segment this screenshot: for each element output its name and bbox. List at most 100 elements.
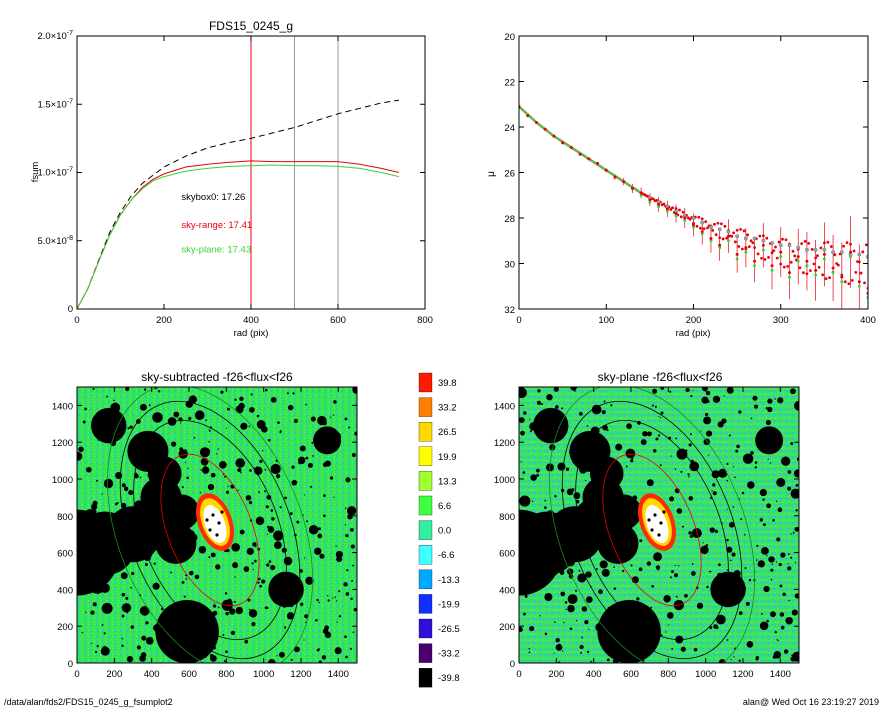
mask-small-27	[765, 419, 771, 426]
mask-small-349	[579, 644, 584, 650]
mu-trend-point-107	[704, 220, 708, 224]
mask-small-227	[703, 416, 712, 425]
mask-small-410	[580, 651, 583, 654]
mu-ytick-label-0: 20	[504, 32, 515, 43]
mask-small-221	[351, 580, 354, 582]
mask-small-359	[302, 514, 304, 516]
mask-small-101	[530, 586, 534, 590]
mu-skyrange-point-9	[596, 161, 600, 165]
mu-trend-point-142	[765, 236, 769, 240]
mask-small-115	[101, 602, 113, 614]
mask-small-83	[732, 506, 735, 508]
mask-small-379	[641, 654, 645, 658]
mask-small-36	[794, 593, 799, 599]
mu-trend-point-169	[812, 262, 816, 266]
mask-small-1	[290, 658, 293, 661]
img-ytick-label-5: 1000	[494, 475, 515, 486]
mu-trend-point-140	[761, 234, 765, 238]
mask-small-206	[283, 626, 287, 629]
fsum-xtick-label-0: 0	[74, 315, 79, 326]
mask-small-213	[591, 404, 602, 415]
mask-small-266	[728, 521, 735, 528]
mask-small-125	[583, 532, 586, 534]
mask-small-391	[590, 426, 600, 436]
mask-small-141	[769, 462, 772, 464]
mask-small-419	[774, 631, 777, 634]
mask-small-301	[594, 492, 601, 498]
mask-small-172	[133, 500, 145, 512]
mu-skyrange-point-32	[796, 255, 800, 259]
mask-small-353	[319, 553, 325, 559]
mask-small-341	[588, 492, 595, 499]
mask-small-338	[702, 542, 704, 544]
mu-skyplane-point-22	[709, 239, 713, 243]
mask-small-144	[579, 465, 587, 474]
mu-trend-point-102	[695, 224, 699, 228]
mu-trend-point-192	[852, 249, 856, 253]
mask-small-341	[234, 576, 236, 578]
mask-small-366	[258, 577, 261, 581]
mask-small-73	[542, 572, 547, 577]
mask-small-0	[676, 448, 688, 460]
mask-small-192	[81, 631, 84, 634]
img-xtick-label-0: 0	[516, 669, 521, 680]
mask-small-248	[266, 533, 269, 535]
mu-skyrange-point-28	[761, 243, 765, 247]
mask-small-216	[350, 544, 355, 549]
mu-skyplane-point-16	[657, 205, 661, 209]
mask-small-194	[153, 624, 161, 632]
mask-small-284	[153, 562, 156, 565]
mu-trend-point-105	[700, 217, 704, 221]
mask-small-312	[788, 599, 790, 602]
mask-small-310	[248, 425, 251, 428]
mask-small-240	[775, 561, 778, 563]
mask-small-384	[87, 535, 91, 540]
mask-small-226	[311, 441, 314, 444]
mask-small-217	[590, 660, 592, 663]
mu-skyrange-point-21	[700, 230, 704, 234]
mask-small-129	[227, 485, 229, 488]
mask-small-392	[750, 417, 753, 420]
colorbar-swatch-10	[418, 618, 433, 639]
mask-small-113	[593, 508, 596, 511]
mask-small-105	[257, 581, 260, 584]
mask-small-325	[624, 656, 628, 660]
mask-small-34	[266, 563, 270, 567]
mask-small-219	[520, 430, 525, 436]
mask-small-226	[638, 567, 643, 572]
mu-trend-point-106	[702, 227, 706, 231]
mask-small-399	[280, 597, 287, 604]
mask-small-7	[780, 625, 785, 630]
mask-small-96	[747, 481, 755, 489]
mask-small-258	[161, 551, 164, 553]
mask-small-109	[77, 531, 81, 537]
mask-small-118	[243, 566, 250, 572]
mask-small-30	[566, 557, 575, 567]
mask-small-282	[98, 576, 103, 581]
mask-small-395	[731, 552, 736, 557]
mask-small-64	[352, 631, 355, 634]
mask-small-289	[613, 566, 615, 568]
mu-skyrange-point-19	[683, 216, 687, 220]
mu-trend-point-166	[807, 241, 811, 245]
mask-small-89	[121, 614, 125, 618]
mask-small-331	[144, 446, 147, 450]
mask-small-185	[91, 642, 93, 645]
mask-small-115	[628, 530, 633, 534]
mask-small-237	[793, 469, 799, 478]
mask-small-29	[215, 564, 221, 570]
mask-small-309	[685, 449, 688, 452]
mask-small-285	[608, 447, 611, 449]
mask-small-367	[100, 646, 110, 656]
mask-small-417	[658, 415, 660, 417]
mu-trend-point-88	[671, 206, 674, 210]
mask-small-232	[185, 578, 188, 580]
mask-small-386	[124, 559, 126, 561]
mu-skyrange-point-10	[604, 168, 608, 172]
mask-small-231	[529, 418, 531, 420]
mask-small-335	[616, 630, 619, 633]
colorbar-label-5: 6.6	[438, 501, 451, 512]
mask-small-59	[544, 632, 548, 636]
mask-small-164	[524, 594, 528, 598]
mask-small-139	[544, 499, 546, 502]
